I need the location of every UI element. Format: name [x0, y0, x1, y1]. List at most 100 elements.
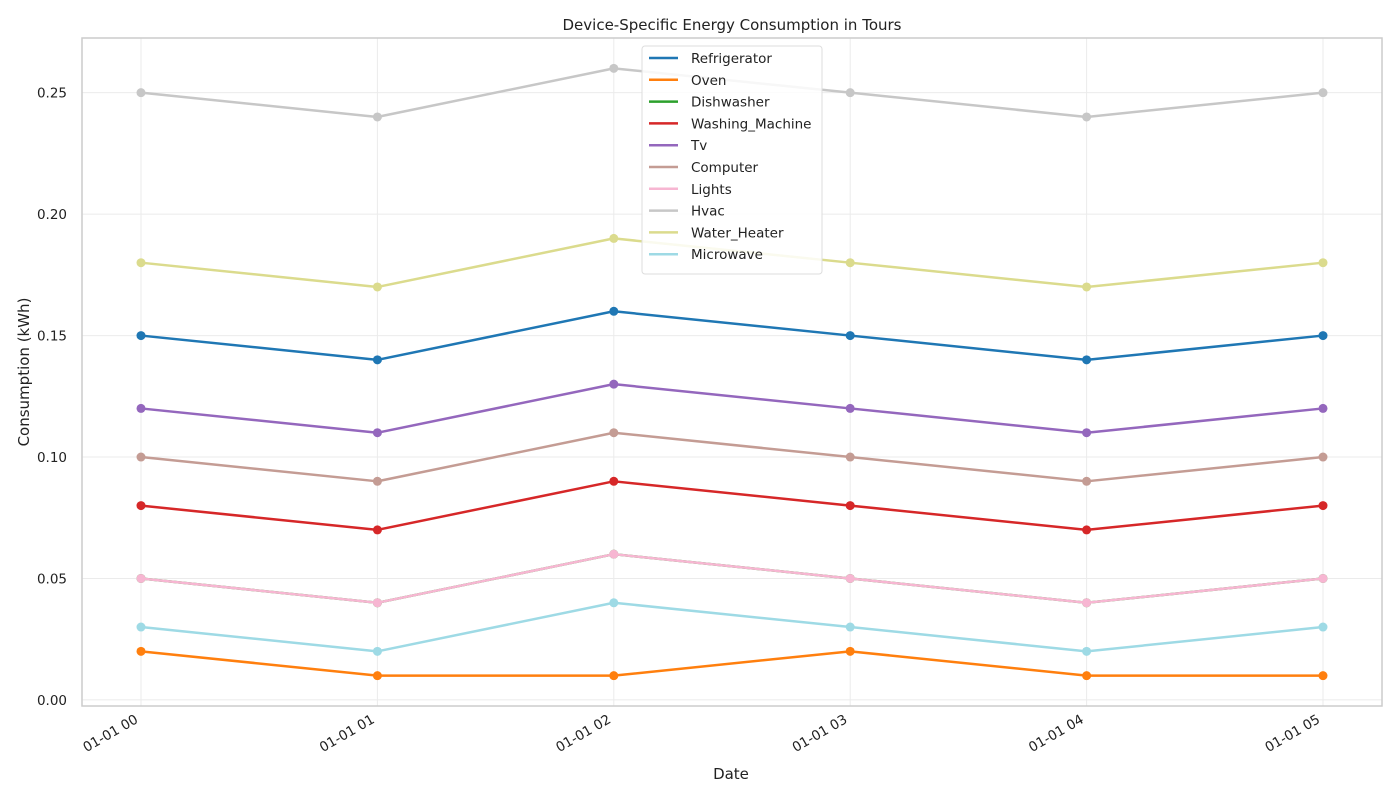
data-point: [609, 233, 619, 243]
data-point: [845, 452, 855, 462]
data-point: [372, 428, 382, 438]
legend-label: Lights: [691, 182, 732, 198]
data-point: [1082, 428, 1092, 438]
x-tick-label: 01-01 00: [80, 712, 141, 756]
legend-label: Washing_Machine: [691, 116, 812, 132]
data-point: [136, 88, 146, 98]
data-point: [1082, 476, 1092, 486]
data-point: [136, 573, 146, 583]
data-point: [372, 646, 382, 656]
data-point: [1082, 525, 1092, 535]
data-point: [609, 63, 619, 73]
data-point: [372, 282, 382, 292]
data-point: [372, 476, 382, 486]
y-tick-label: 0.20: [37, 207, 67, 223]
data-point: [136, 452, 146, 462]
data-point: [1318, 671, 1328, 681]
data-point: [1082, 112, 1092, 122]
data-point: [372, 112, 382, 122]
series-computer: [136, 428, 1328, 486]
series-line: [140, 382, 1324, 434]
data-point: [1082, 646, 1092, 656]
legend-label: Hvac: [691, 204, 725, 220]
data-point: [136, 501, 146, 511]
data-point: [1318, 452, 1328, 462]
legend-label: Tv: [690, 138, 707, 154]
legend-label: Microwave: [691, 247, 763, 263]
data-point: [136, 646, 146, 656]
data-point: [136, 403, 146, 413]
data-point: [136, 331, 146, 341]
data-point: [609, 428, 619, 438]
y-tick-label: 0.05: [37, 571, 67, 587]
chart-title: Device-Specific Energy Consumption in To…: [563, 16, 902, 34]
x-tick-label: 01-01 04: [1026, 712, 1087, 756]
data-point: [372, 355, 382, 365]
series-line: [140, 552, 1324, 605]
data-point: [1318, 403, 1328, 413]
x-tick-label: 01-01 01: [317, 712, 378, 756]
data-point: [372, 525, 382, 535]
data-point: [609, 476, 619, 486]
data-point: [609, 598, 619, 608]
data-point: [1082, 282, 1092, 292]
legend-label: Computer: [691, 160, 759, 176]
data-point: [845, 258, 855, 268]
series-lights: [136, 549, 1328, 608]
y-tick-label: 0.00: [37, 693, 67, 709]
x-tick-label: 01-01 02: [553, 712, 614, 756]
data-point: [609, 671, 619, 681]
data-point: [1082, 355, 1092, 365]
series-oven: [136, 646, 1328, 681]
legend-box: [641, 45, 823, 275]
plot-area-frame: [81, 37, 1383, 707]
x-axis-label: Date: [713, 765, 749, 783]
data-point: [1318, 501, 1328, 511]
y-tick-label: 0.15: [37, 329, 67, 345]
data-point: [1318, 88, 1328, 98]
data-point: [372, 671, 382, 681]
x-axis-ticks: 01-01 00 01-01 01 01-01 02 01-01 03 01-01 04…: [80, 712, 1323, 756]
data-point: [845, 88, 855, 98]
data-point: [845, 501, 855, 511]
series-refrigerator: [136, 306, 1328, 365]
series-line: [140, 480, 1324, 532]
data-point: [1318, 258, 1328, 268]
series-line: [140, 431, 1324, 483]
data-point: [845, 646, 855, 656]
series-microwave: [136, 598, 1328, 656]
data-point: [1318, 331, 1328, 341]
series-lines: [136, 63, 1328, 681]
series-line: [140, 310, 1324, 362]
data-point: [1318, 573, 1328, 583]
series-line: [140, 650, 1323, 677]
legend: Refrigerator Oven Dishwasher Washing_Machin…: [641, 45, 823, 275]
data-point: [845, 573, 855, 583]
series-tv: [136, 379, 1328, 438]
y-tick-label: 0.25: [37, 86, 67, 102]
y-axis-ticks: 0.00 0.05 0.10 0.15 0.20 0.25: [37, 86, 67, 709]
data-point: [609, 379, 619, 389]
y-tick-label: 0.10: [37, 450, 67, 466]
legend-label: Dishwasher: [691, 95, 770, 111]
series-line: [140, 601, 1324, 653]
x-tick-label: 01-01 05: [1262, 712, 1323, 756]
data-point: [136, 258, 146, 268]
legend-label: Water_Heater: [691, 225, 784, 241]
x-tick-label: 01-01 03: [790, 712, 851, 756]
data-point: [609, 306, 619, 316]
data-point: [136, 622, 146, 632]
y-axis-label: Consumption (kWh): [15, 298, 33, 447]
data-point: [845, 403, 855, 413]
data-point: [1082, 671, 1092, 681]
data-point: [372, 598, 382, 608]
data-point: [1082, 598, 1092, 608]
data-point: [845, 331, 855, 341]
data-point: [609, 549, 619, 559]
legend-label: Oven: [691, 73, 726, 89]
data-point: [1318, 622, 1328, 632]
legend-label: Refrigerator: [691, 51, 772, 67]
series-washing-machine: [136, 476, 1328, 535]
